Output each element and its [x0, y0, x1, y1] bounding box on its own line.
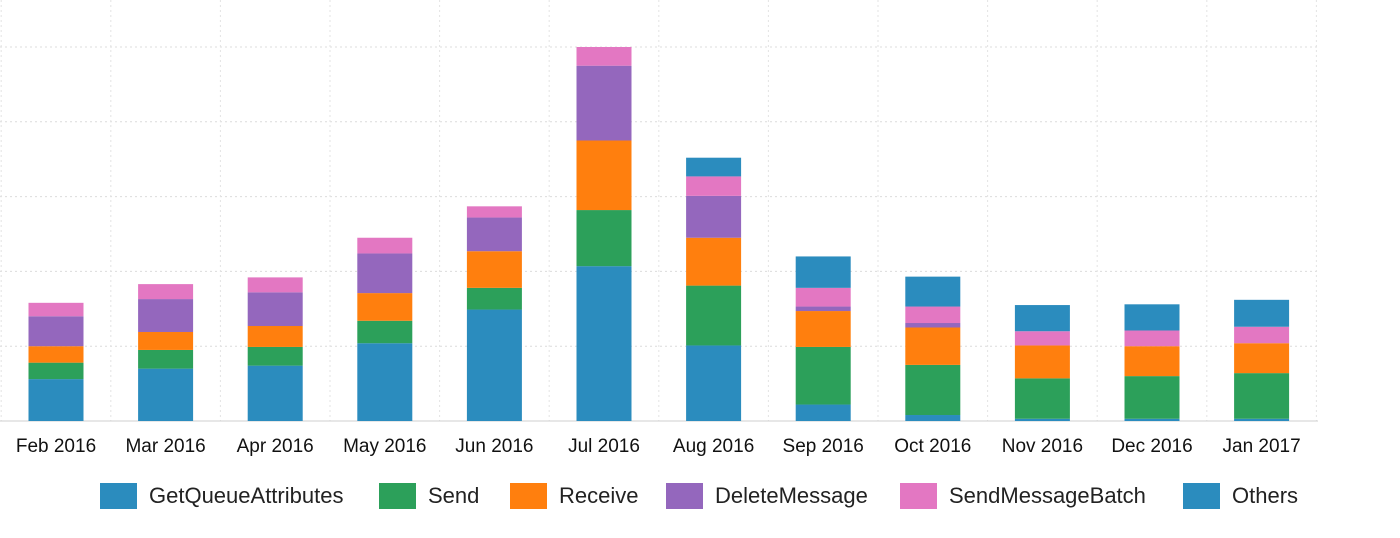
bar-sendmessagebatch-may-2016[interactable]	[357, 237, 413, 254]
bar-deletemessage-sep-2016[interactable]	[795, 306, 851, 312]
bar-getqueueattributes-jun-2016[interactable]	[466, 309, 522, 421]
x-tick-label: Jul 2016	[568, 436, 640, 457]
bar-receive-mar-2016[interactable]	[138, 331, 194, 350]
bar-send-feb-2016[interactable]	[28, 362, 84, 380]
bar-sendmessagebatch-feb-2016[interactable]	[28, 302, 84, 317]
bar-getqueueattributes-jan-2017[interactable]	[1234, 418, 1290, 421]
bar-send-apr-2016[interactable]	[247, 346, 303, 366]
bar-send-mar-2016[interactable]	[138, 349, 194, 369]
bar-receive-feb-2016[interactable]	[28, 346, 84, 363]
x-tick-label: Nov 2016	[1002, 436, 1083, 457]
legend-label: Send	[428, 483, 479, 508]
bar-getqueueattributes-apr-2016[interactable]	[247, 365, 303, 421]
legend-swatch	[100, 483, 137, 509]
bar-sendmessagebatch-dec-2016[interactable]	[1124, 330, 1180, 347]
legend-item-send[interactable]: Send	[379, 483, 479, 509]
bar-sendmessagebatch-aug-2016[interactable]	[686, 176, 742, 196]
bar-deletemessage-jun-2016[interactable]	[466, 217, 522, 252]
x-tick-label: Dec 2016	[1111, 436, 1192, 457]
bar-others-sep-2016[interactable]	[795, 256, 851, 288]
bar-send-oct-2016[interactable]	[905, 364, 961, 416]
bar-send-nov-2016[interactable]	[1014, 378, 1070, 419]
bar-receive-jan-2017[interactable]	[1234, 343, 1290, 374]
legend-item-getqueueattributes[interactable]: GetQueueAttributes	[100, 483, 343, 509]
x-tick-label: Apr 2016	[237, 436, 314, 457]
legend-item-deletemessage[interactable]: DeleteMessage	[666, 483, 868, 509]
x-tick-label: Feb 2016	[16, 436, 96, 457]
grid-lines	[0, 0, 1318, 422]
legend-swatch	[900, 483, 937, 509]
bar-deletemessage-oct-2016[interactable]	[905, 323, 961, 328]
bar-receive-jun-2016[interactable]	[466, 251, 522, 288]
bars	[28, 47, 1290, 421]
bar-getqueueattributes-dec-2016[interactable]	[1124, 418, 1180, 421]
bar-getqueueattributes-mar-2016[interactable]	[138, 368, 194, 421]
bar-getqueueattributes-jul-2016[interactable]	[576, 266, 632, 421]
legend-swatch	[510, 483, 547, 509]
bar-getqueueattributes-feb-2016[interactable]	[28, 379, 84, 421]
bar-sendmessagebatch-sep-2016[interactable]	[795, 287, 851, 307]
bar-send-sep-2016[interactable]	[795, 346, 851, 405]
legend[interactable]: GetQueueAttributes Send Receive DeleteMessa…	[100, 483, 1298, 509]
x-tick-label: Sep 2016	[783, 436, 864, 457]
bar-send-may-2016[interactable]	[357, 320, 413, 344]
bar-getqueueattributes-oct-2016[interactable]	[905, 415, 961, 421]
bar-receive-oct-2016[interactable]	[905, 327, 961, 365]
bar-sendmessagebatch-nov-2016[interactable]	[1014, 331, 1070, 346]
x-tick-label: Aug 2016	[673, 436, 754, 457]
x-tick-label: Oct 2016	[894, 436, 971, 457]
bar-send-aug-2016[interactable]	[686, 285, 742, 346]
bar-receive-sep-2016[interactable]	[795, 311, 851, 347]
legend-label: SendMessageBatch	[949, 483, 1146, 508]
legend-label: Receive	[559, 483, 638, 508]
bar-sendmessagebatch-apr-2016[interactable]	[247, 277, 303, 293]
bar-deletemessage-may-2016[interactable]	[357, 253, 413, 294]
x-tick-label: Mar 2016	[125, 436, 205, 457]
bar-sendmessagebatch-jan-2017[interactable]	[1234, 326, 1290, 344]
bar-receive-may-2016[interactable]	[357, 293, 413, 321]
bar-others-nov-2016[interactable]	[1014, 305, 1070, 332]
bar-sendmessagebatch-jul-2016[interactable]	[576, 47, 632, 66]
bar-receive-aug-2016[interactable]	[686, 237, 742, 286]
bar-deletemessage-jul-2016[interactable]	[576, 65, 632, 141]
bar-receive-nov-2016[interactable]	[1014, 345, 1070, 379]
bar-deletemessage-mar-2016[interactable]	[138, 299, 194, 332]
legend-swatch	[666, 483, 703, 509]
bar-others-aug-2016[interactable]	[686, 157, 742, 177]
bar-getqueueattributes-may-2016[interactable]	[357, 343, 413, 421]
bar-others-dec-2016[interactable]	[1124, 304, 1180, 331]
legend-label: GetQueueAttributes	[149, 483, 343, 508]
legend-label: DeleteMessage	[715, 483, 868, 508]
legend-item-sendmessagebatch[interactable]: SendMessageBatch	[900, 483, 1146, 509]
bar-getqueueattributes-nov-2016[interactable]	[1014, 418, 1070, 421]
bar-others-oct-2016[interactable]	[905, 276, 961, 307]
bar-receive-dec-2016[interactable]	[1124, 346, 1180, 377]
legend-item-others[interactable]: Others	[1183, 483, 1298, 509]
bar-deletemessage-aug-2016[interactable]	[686, 195, 742, 238]
bar-receive-apr-2016[interactable]	[247, 326, 303, 347]
bar-send-jan-2017[interactable]	[1234, 373, 1290, 419]
bar-receive-jul-2016[interactable]	[576, 140, 632, 211]
legend-swatch	[379, 483, 416, 509]
bar-send-jun-2016[interactable]	[466, 287, 522, 310]
bar-getqueueattributes-aug-2016[interactable]	[686, 345, 742, 421]
x-tick-label: Jun 2016	[455, 436, 533, 457]
bar-send-dec-2016[interactable]	[1124, 376, 1180, 419]
bar-sendmessagebatch-oct-2016[interactable]	[905, 306, 961, 324]
x-tick-label: Jan 2017	[1223, 436, 1301, 457]
bar-others-jan-2017[interactable]	[1234, 299, 1290, 327]
bar-sendmessagebatch-mar-2016[interactable]	[138, 284, 194, 300]
legend-label: Others	[1232, 483, 1298, 508]
bar-sendmessagebatch-jun-2016[interactable]	[466, 206, 522, 218]
bar-getqueueattributes-sep-2016[interactable]	[795, 404, 851, 421]
bar-deletemessage-apr-2016[interactable]	[247, 292, 303, 327]
x-tick-label: May 2016	[343, 436, 426, 457]
bar-deletemessage-feb-2016[interactable]	[28, 316, 84, 347]
x-axis: Feb 2016 Mar 2016 Apr 2016 May 2016 Jun 2016…	[16, 436, 1301, 457]
legend-item-receive[interactable]: Receive	[510, 483, 638, 509]
bar-send-jul-2016[interactable]	[576, 210, 632, 267]
legend-swatch	[1183, 483, 1220, 509]
